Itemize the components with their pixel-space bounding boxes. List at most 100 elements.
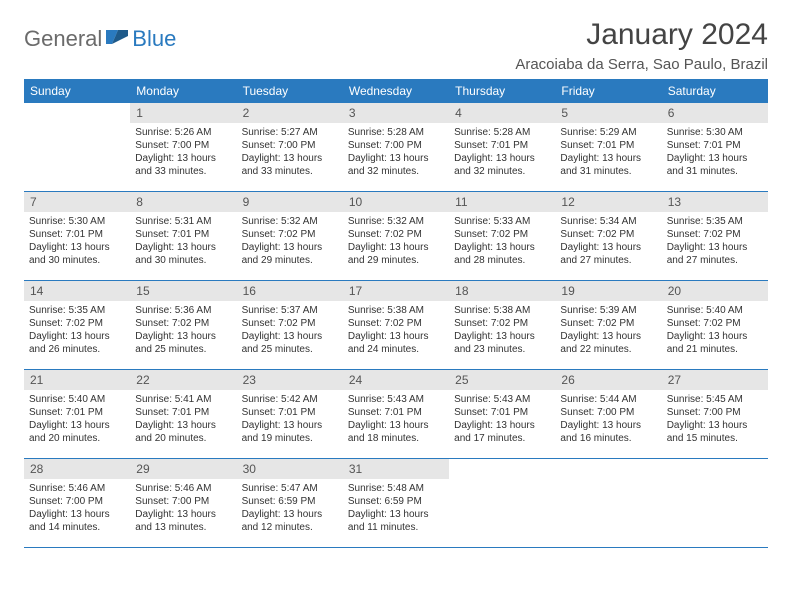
day-detail-line: Sunset: 7:00 PM [135, 495, 231, 508]
day-detail-line: and 19 minutes. [242, 432, 338, 445]
day-cell: 31Sunrise: 5:48 AMSunset: 6:59 PMDayligh… [343, 459, 449, 547]
day-detail-line: and 12 minutes. [242, 521, 338, 534]
day-detail-line: Sunset: 6:59 PM [348, 495, 444, 508]
day-detail-line: Sunrise: 5:47 AM [242, 482, 338, 495]
day-number: 31 [343, 459, 449, 479]
day-detail-line: Sunset: 7:02 PM [454, 228, 550, 241]
day-details: Sunrise: 5:43 AMSunset: 7:01 PMDaylight:… [343, 390, 449, 450]
day-number: 23 [237, 370, 343, 390]
day-detail-line: Sunrise: 5:30 AM [29, 215, 125, 228]
day-detail-line: Sunset: 7:01 PM [560, 139, 656, 152]
day-detail-line: Sunrise: 5:37 AM [242, 304, 338, 317]
day-cell: 15Sunrise: 5:36 AMSunset: 7:02 PMDayligh… [130, 281, 236, 369]
day-detail-line: and 17 minutes. [454, 432, 550, 445]
day-detail-line: Sunset: 7:02 PM [667, 228, 763, 241]
week-row: 28Sunrise: 5:46 AMSunset: 7:00 PMDayligh… [24, 459, 768, 548]
day-detail-line: Sunset: 7:02 PM [135, 317, 231, 330]
day-details: Sunrise: 5:35 AMSunset: 7:02 PMDaylight:… [662, 212, 768, 272]
day-detail-line: Daylight: 13 hours [348, 419, 444, 432]
day-detail-line: Sunrise: 5:44 AM [560, 393, 656, 406]
day-cell: 25Sunrise: 5:43 AMSunset: 7:01 PMDayligh… [449, 370, 555, 458]
day-detail-line: Daylight: 13 hours [242, 508, 338, 521]
day-detail-line: Sunrise: 5:26 AM [135, 126, 231, 139]
weekday-header: Thursday [449, 79, 555, 103]
week-row: 21Sunrise: 5:40 AMSunset: 7:01 PMDayligh… [24, 370, 768, 459]
day-detail-line: and 33 minutes. [242, 165, 338, 178]
day-number: 5 [555, 103, 661, 123]
day-detail-line: Sunrise: 5:35 AM [667, 215, 763, 228]
day-detail-line: and 25 minutes. [135, 343, 231, 356]
day-details: Sunrise: 5:33 AMSunset: 7:02 PMDaylight:… [449, 212, 555, 272]
day-details: Sunrise: 5:40 AMSunset: 7:02 PMDaylight:… [662, 301, 768, 361]
day-cell: 30Sunrise: 5:47 AMSunset: 6:59 PMDayligh… [237, 459, 343, 547]
month-title: January 2024 [515, 18, 768, 52]
week-row: 7Sunrise: 5:30 AMSunset: 7:01 PMDaylight… [24, 192, 768, 281]
day-cell: 27Sunrise: 5:45 AMSunset: 7:00 PMDayligh… [662, 370, 768, 458]
day-cell [555, 459, 661, 547]
logo-text-general: General [24, 26, 102, 52]
day-number: 2 [237, 103, 343, 123]
day-number: 21 [24, 370, 130, 390]
day-details: Sunrise: 5:36 AMSunset: 7:02 PMDaylight:… [130, 301, 236, 361]
day-details: Sunrise: 5:41 AMSunset: 7:01 PMDaylight:… [130, 390, 236, 450]
day-detail-line: and 29 minutes. [348, 254, 444, 267]
day-cell: 24Sunrise: 5:43 AMSunset: 7:01 PMDayligh… [343, 370, 449, 458]
day-details: Sunrise: 5:47 AMSunset: 6:59 PMDaylight:… [237, 479, 343, 539]
day-detail-line: Daylight: 13 hours [454, 330, 550, 343]
day-detail-line: Daylight: 13 hours [135, 152, 231, 165]
day-detail-line: and 33 minutes. [135, 165, 231, 178]
day-detail-line: Sunrise: 5:35 AM [29, 304, 125, 317]
day-number: 16 [237, 281, 343, 301]
weekday-header: Tuesday [237, 79, 343, 103]
day-detail-line: Sunset: 7:02 PM [242, 317, 338, 330]
day-detail-line: and 13 minutes. [135, 521, 231, 534]
day-cell [449, 459, 555, 547]
day-cell: 28Sunrise: 5:46 AMSunset: 7:00 PMDayligh… [24, 459, 130, 547]
day-number: 28 [24, 459, 130, 479]
day-detail-line: and 23 minutes. [454, 343, 550, 356]
day-detail-line: and 20 minutes. [29, 432, 125, 445]
day-details: Sunrise: 5:44 AMSunset: 7:00 PMDaylight:… [555, 390, 661, 450]
day-detail-line: Daylight: 13 hours [29, 419, 125, 432]
day-cell: 8Sunrise: 5:31 AMSunset: 7:01 PMDaylight… [130, 192, 236, 280]
day-cell: 6Sunrise: 5:30 AMSunset: 7:01 PMDaylight… [662, 103, 768, 191]
day-detail-line: Sunset: 6:59 PM [242, 495, 338, 508]
day-detail-line: Sunset: 7:00 PM [348, 139, 444, 152]
day-detail-line: Sunrise: 5:42 AM [242, 393, 338, 406]
day-detail-line: Sunset: 7:01 PM [242, 406, 338, 419]
day-detail-line: Daylight: 13 hours [29, 241, 125, 254]
day-detail-line: Daylight: 13 hours [242, 330, 338, 343]
day-details: Sunrise: 5:30 AMSunset: 7:01 PMDaylight:… [24, 212, 130, 272]
day-detail-line: Daylight: 13 hours [348, 241, 444, 254]
day-cell: 18Sunrise: 5:38 AMSunset: 7:02 PMDayligh… [449, 281, 555, 369]
day-detail-line: Sunset: 7:02 PM [348, 228, 444, 241]
day-detail-line: Sunset: 7:00 PM [135, 139, 231, 152]
day-cell: 10Sunrise: 5:32 AMSunset: 7:02 PMDayligh… [343, 192, 449, 280]
day-details: Sunrise: 5:46 AMSunset: 7:00 PMDaylight:… [130, 479, 236, 539]
day-detail-line: Sunset: 7:00 PM [29, 495, 125, 508]
day-details: Sunrise: 5:31 AMSunset: 7:01 PMDaylight:… [130, 212, 236, 272]
day-detail-line: Sunrise: 5:46 AM [135, 482, 231, 495]
day-detail-line: and 25 minutes. [242, 343, 338, 356]
weekday-header: Saturday [662, 79, 768, 103]
day-cell: 1Sunrise: 5:26 AMSunset: 7:00 PMDaylight… [130, 103, 236, 191]
day-detail-line: Daylight: 13 hours [667, 419, 763, 432]
day-cell [662, 459, 768, 547]
day-number: 14 [24, 281, 130, 301]
day-detail-line: Sunset: 7:02 PM [560, 228, 656, 241]
day-detail-line: and 21 minutes. [667, 343, 763, 356]
day-detail-line: Sunrise: 5:43 AM [348, 393, 444, 406]
day-detail-line: and 18 minutes. [348, 432, 444, 445]
day-detail-line: Daylight: 13 hours [560, 330, 656, 343]
day-cell: 14Sunrise: 5:35 AMSunset: 7:02 PMDayligh… [24, 281, 130, 369]
week-row: 14Sunrise: 5:35 AMSunset: 7:02 PMDayligh… [24, 281, 768, 370]
day-detail-line: Daylight: 13 hours [667, 152, 763, 165]
day-detail-line: Sunrise: 5:46 AM [29, 482, 125, 495]
day-detail-line: Sunrise: 5:31 AM [135, 215, 231, 228]
weekday-header: Monday [130, 79, 236, 103]
day-detail-line: Daylight: 13 hours [348, 508, 444, 521]
day-detail-line: Sunrise: 5:36 AM [135, 304, 231, 317]
day-detail-line: Sunrise: 5:45 AM [667, 393, 763, 406]
day-detail-line: and 31 minutes. [560, 165, 656, 178]
day-details: Sunrise: 5:43 AMSunset: 7:01 PMDaylight:… [449, 390, 555, 450]
